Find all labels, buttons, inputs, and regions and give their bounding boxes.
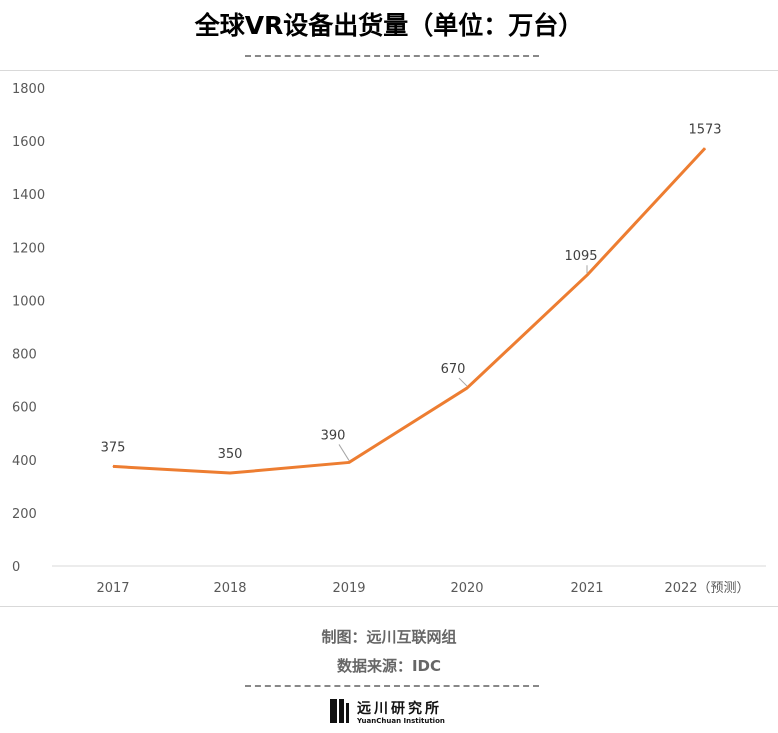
logo-mark-icon (330, 699, 351, 727)
logo-text-cn: 远川研究所 (357, 700, 442, 717)
x-tick-label: 2022（预测） (664, 581, 749, 596)
data-point (348, 461, 350, 463)
chart-title: 全球VR设备出货量（单位：万台） (194, 11, 584, 40)
x-tick-label: 2019 (332, 581, 365, 596)
y-tick-label: 1800 (12, 82, 45, 97)
chart-maker-credit: 制图：远川互联网组 (321, 628, 457, 646)
y-tick-label: 1600 (12, 135, 45, 150)
data-label: 1095 (564, 249, 597, 264)
data-point (586, 274, 588, 276)
y-tick-label: 600 (12, 401, 37, 416)
x-tick-label: 2018 (213, 581, 246, 596)
data-label: 670 (441, 362, 466, 377)
data-label: 1573 (688, 122, 721, 137)
logo: 远川研究所 YuanChuan Institution (330, 699, 445, 727)
y-tick-label: 400 (12, 454, 37, 469)
line-chart: 0 200 400 600 800 1000 1200 1400 1600 1800 2017 201… (12, 82, 766, 596)
bottom-rule (0, 606, 778, 607)
data-label: 390 (321, 428, 346, 443)
label-leader-line (458, 377, 468, 387)
data-source-credit: 数据来源：IDC (336, 657, 442, 675)
y-tick-label: 0 (12, 560, 20, 575)
data-point (466, 387, 468, 389)
x-tick-label: 2017 (96, 581, 129, 596)
y-tick-label: 800 (12, 348, 37, 363)
top-rule (0, 70, 778, 71)
x-tick-label: 2020 (450, 581, 483, 596)
y-tick-label: 200 (12, 507, 37, 522)
data-point (229, 472, 231, 474)
title-divider (245, 55, 539, 57)
label-leader-line (338, 444, 350, 461)
y-tick-label: 1000 (12, 294, 45, 309)
y-tick-label: 1200 (12, 241, 45, 256)
series-line (112, 147, 707, 475)
y-tick-label: 1400 (12, 188, 45, 203)
data-label: 350 (218, 447, 243, 462)
data-point (112, 465, 114, 467)
data-point (704, 147, 706, 149)
logo-text-en: YuanChuan Institution (357, 716, 445, 725)
footer-divider (245, 685, 539, 687)
x-tick-label: 2021 (570, 581, 603, 596)
data-label: 375 (101, 440, 126, 455)
